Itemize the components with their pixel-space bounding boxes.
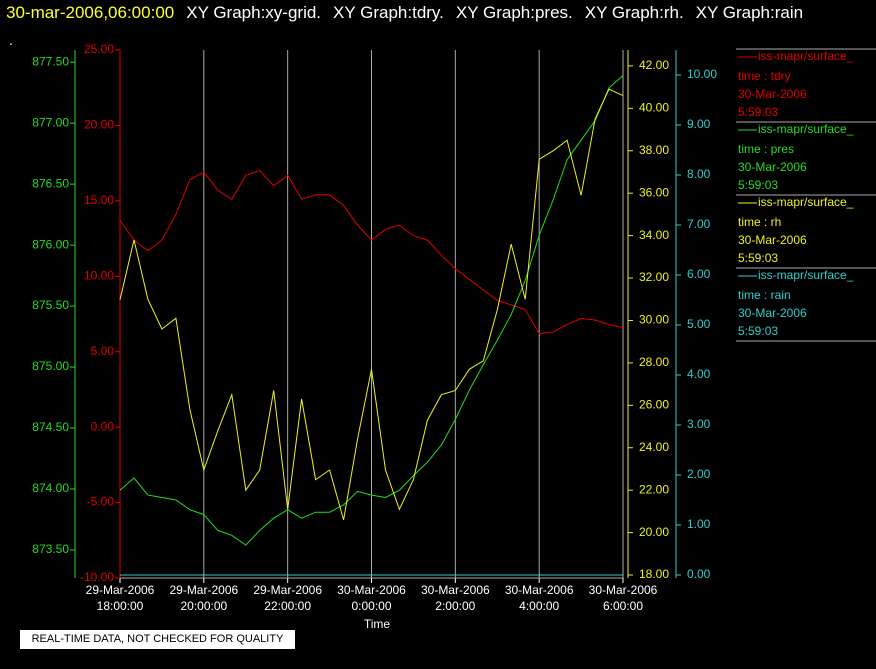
legend-line: time : rh (738, 215, 781, 229)
legend-line: 5:59:03 (738, 105, 778, 119)
y-tick-label: -5.00 (87, 495, 115, 509)
y-tick-label: 32.00 (639, 270, 669, 284)
timestamp: 30-mar-2006,06:00:00 (6, 3, 175, 22)
y-tick-label: 10.00 (84, 268, 114, 282)
graph-name: XY Graph:rain (695, 3, 804, 22)
x-tick-label: 6:00:00 (603, 599, 643, 613)
x-tick-label: 22:00:00 (264, 599, 311, 613)
y-tick-label: 876.50 (32, 176, 69, 190)
x-tick-label: 0:00:00 (351, 599, 391, 613)
legend-line: 5:59:03 (738, 251, 778, 265)
x-axis-label: Time (364, 617, 391, 631)
y-tick-label: 877.00 (32, 115, 69, 129)
y-tick-label: 20.00 (639, 525, 669, 539)
graph-name: XY Graph:rh. (584, 3, 684, 22)
y-tick-label: 20.00 (84, 118, 114, 132)
legend-line: 30-Mar-2006 (738, 306, 807, 320)
y-tick-label: 876.00 (32, 237, 69, 251)
graph-name: XY Graph:xy-grid. (186, 3, 322, 22)
y-tick-label: 42.00 (639, 58, 669, 72)
y-tick-label: 24.00 (639, 440, 669, 454)
x-tick-label: 30-Mar-2006 (337, 583, 406, 597)
series-line (119, 170, 624, 335)
x-tick-label: 29-Mar-2006 (169, 583, 238, 597)
y-tick-label: 40.00 (639, 101, 669, 115)
legend-line: 30-Mar-2006 (738, 233, 807, 247)
x-tick-label: 30-Mar-2006 (421, 583, 490, 597)
legend-name: iss-mapr/surface_ (758, 268, 854, 282)
x-tick-label: 30-Mar-2006 (505, 583, 574, 597)
y-tick-label: 877.50 (32, 54, 69, 68)
x-tick-label: 18:00:00 (97, 599, 144, 613)
y-tick-label: 9.00 (687, 117, 711, 131)
y-tick-label: 875.50 (32, 298, 69, 312)
y-tick-label: 7.00 (687, 217, 711, 231)
graph-name: XY Graph:pres. (455, 3, 573, 22)
legend-line: 30-Mar-2006 (738, 87, 807, 101)
y-tick-label: -10.00 (80, 570, 114, 584)
y-tick-label: 873.50 (32, 542, 69, 556)
graph-name: XY Graph:tdry. (333, 3, 444, 22)
series-line (119, 75, 624, 546)
y-tick-label: 8.00 (687, 167, 711, 181)
y-tick-label: 10.00 (687, 67, 717, 81)
y-tick-label: 22.00 (639, 482, 669, 496)
x-tick-label: 4:00:00 (519, 599, 559, 613)
legend-line: time : pres (738, 142, 794, 156)
y-tick-label: 26.00 (639, 397, 669, 411)
y-tick-label: 0.00 (91, 419, 115, 433)
y-tick-label: 2.00 (687, 467, 711, 481)
legend-line: time : tdry (738, 69, 791, 83)
quality-note: REAL-TIME DATA, NOT CHECKED FOR QUALITY (20, 630, 295, 649)
x-tick-label: 29-Mar-2006 (86, 583, 155, 597)
x-tick-label: 2:00:00 (435, 599, 475, 613)
legend-line: 5:59:03 (738, 178, 778, 192)
y-tick-label: 18.00 (639, 567, 669, 581)
legend-name: iss-mapr/surface_ (758, 49, 854, 63)
y-tick-label: 5.00 (91, 344, 115, 358)
y-tick-label: 4.00 (687, 367, 711, 381)
y-tick-label: 34.00 (639, 228, 669, 242)
y-tick-label: 15.00 (84, 193, 114, 207)
y-tick-label: 3.00 (687, 417, 711, 431)
legend-name: iss-mapr/surface_ (758, 122, 854, 136)
header: 30-mar-2006,06:00:00 XY Graph:xy-grid. XY … (6, 3, 815, 23)
legend-name: iss-mapr/surface_ (758, 195, 854, 209)
series-line (119, 88, 624, 521)
x-tick-label: 30-Mar-2006 (589, 583, 658, 597)
y-tick-label: 5.00 (687, 317, 711, 331)
y-tick-label: 1.00 (687, 517, 711, 531)
y-tick-label: 0.00 (687, 567, 711, 581)
y-tick-label: 875.00 (32, 359, 69, 373)
y-tick-label: 38.00 (639, 143, 669, 157)
y-tick-label: 28.00 (639, 355, 669, 369)
x-tick-label: 29-Mar-2006 (253, 583, 322, 597)
legend-line: time : rain (738, 288, 791, 302)
dot: . (9, 32, 13, 48)
x-tick-label: 20:00:00 (180, 599, 227, 613)
y-tick-label: 25.00 (84, 42, 114, 56)
legend-line: 5:59:03 (738, 324, 778, 338)
y-tick-label: 874.00 (32, 481, 69, 495)
y-tick-label: 30.00 (639, 313, 669, 327)
y-tick-label: 6.00 (687, 267, 711, 281)
legend-line: 30-Mar-2006 (738, 160, 807, 174)
y-tick-label: 36.00 (639, 185, 669, 199)
y-tick-label: 874.50 (32, 420, 69, 434)
